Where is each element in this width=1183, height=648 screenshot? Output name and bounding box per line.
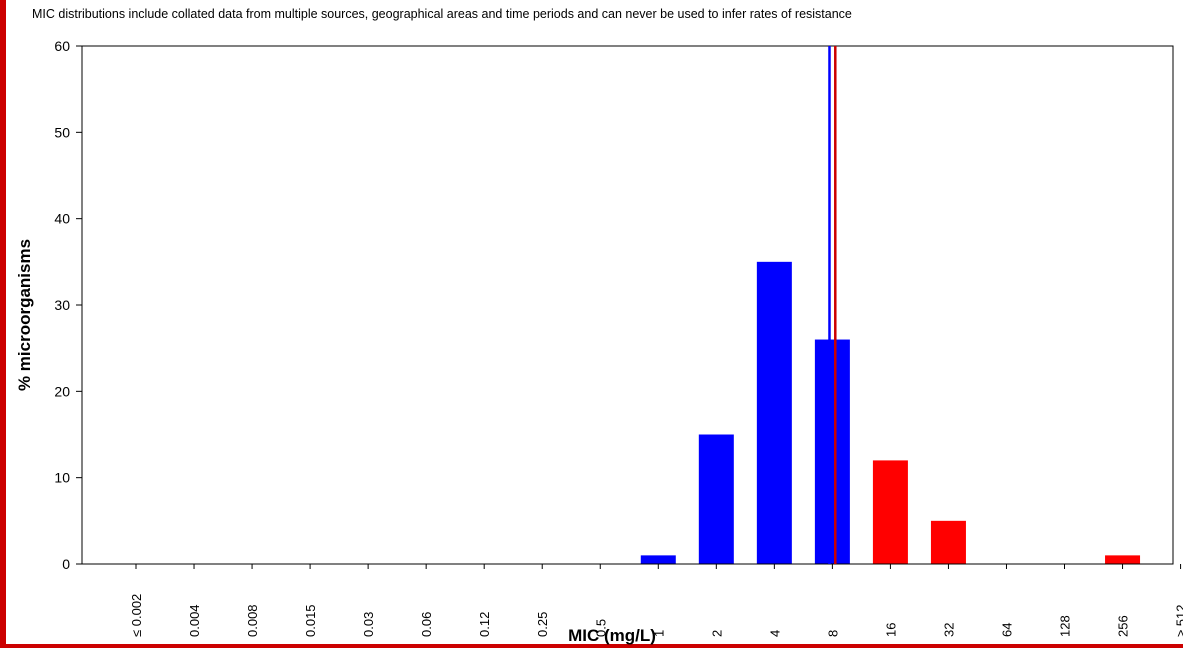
bar-13 [872,460,908,564]
bar-14 [930,520,966,564]
bar-10 [698,434,734,564]
y-tick-label-0: 0 [62,556,70,572]
x-tick-label-16: 128 [1058,615,1073,637]
x-tick-label-14: 32 [941,623,956,637]
x-tick-label-17: 256 [1116,615,1131,637]
y-tick-label-2: 20 [54,383,70,399]
bar-17 [1105,555,1141,564]
frame-left-border [0,0,6,648]
x-tick-label-7: 0.25 [535,612,550,637]
y-axis-title: % microorganisms [15,239,34,391]
frame-bottom-border [0,644,1183,648]
x-tick-label-5: 0.06 [419,612,434,637]
x-tick-label-1: 0.004 [187,604,202,637]
y-tick-label-4: 40 [54,211,70,227]
x-tick-label-10: 2 [709,630,724,637]
x-tick-label-9: 1 [651,630,666,637]
y-tick-label-3: 30 [54,297,70,313]
bar-11 [756,261,792,564]
x-tick-label-13: 16 [883,623,898,637]
axes-layer [81,45,1174,565]
x-tick-label-8: 0.5 [593,619,608,637]
breakpoint-layer [828,46,837,564]
y-tick-label-6: 60 [54,38,70,54]
bar-12 [814,339,850,564]
x-tick-label-18: ≥ 512 [1174,605,1183,637]
x-tick-label-0: ≤ 0.002 [129,594,144,637]
x-tick-label-3: 0.015 [303,604,318,637]
disclaimer-text: MIC distributions include collated data … [32,7,852,21]
x-tick-label-12: 8 [825,630,840,637]
bars-layer [640,261,1141,564]
bar-9 [640,555,676,564]
x-tick-label-2: 0.008 [245,604,260,637]
y-tick-label-1: 10 [54,470,70,486]
x-tick-label-15: 64 [999,623,1014,637]
x-tick-label-11: 4 [767,630,782,637]
x-axis-title: MIC (mg/L) [568,626,656,645]
plot-frame [81,45,1174,565]
y-tick-label-5: 50 [54,124,70,140]
x-tick-label-6: 0.12 [477,612,492,637]
ticks-layer: 0 10 20 30 40 50 60 ≤ 0.002 0.004 0.008 0.015 0.03 0… [54,38,1183,637]
x-tick-label-4: 0.03 [361,612,376,637]
